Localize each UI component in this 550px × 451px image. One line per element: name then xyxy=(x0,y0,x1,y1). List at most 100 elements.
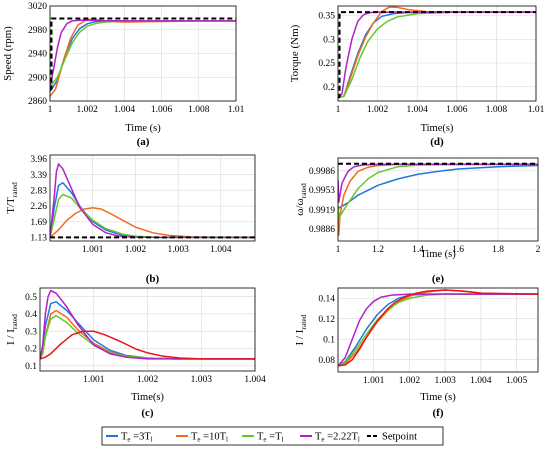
series-line-orange xyxy=(50,206,255,239)
x-tick-label: 1.006 xyxy=(446,105,468,115)
legend: Te =3Tl Te =10Tl Te =Tl Te =2.22Tl Setpoint xyxy=(101,426,444,446)
panel-e: 1 1.2 1.4 1.6 1.8 2 0.9886 0.9919 0.9953 0.9986 Ti… xyxy=(294,157,541,285)
legend-label-sub2: l xyxy=(151,436,153,444)
x-axis-label: Time(s) xyxy=(131,392,164,403)
legend-label-main: T xyxy=(121,432,128,443)
y-tick-label: 0.25 xyxy=(318,59,335,69)
legend-label-rest: =3T xyxy=(131,432,152,443)
tick-labels: 1.001 1.002 1.003 1.004 0.1 0.2 0.3 0.4 0.5 xyxy=(25,293,266,385)
x-tick-label: 1.002 xyxy=(367,105,389,115)
series-line-red xyxy=(338,289,538,367)
y-tick-label: 0.35 xyxy=(318,12,335,22)
panel-caption: (b) xyxy=(146,273,160,285)
plot-area xyxy=(50,155,255,241)
y-axis-label-main: I / I xyxy=(5,329,17,345)
x-tick-label: 2 xyxy=(536,245,541,255)
plot-area xyxy=(338,288,538,372)
x-tick-label: 1.6 xyxy=(452,245,464,255)
series-line-purple xyxy=(40,289,255,360)
x-tick-label: 1.004 xyxy=(407,105,429,115)
panel-b: 1.001 1.002 1.003 1.004 1.13 1.69 2.26 2.83 3.39… xyxy=(5,154,256,285)
series-line-purple xyxy=(50,19,236,87)
x-tick-label: 1.008 xyxy=(486,105,508,115)
x-axis-label: Time(s) xyxy=(421,123,454,134)
y-axis-label-sub: rated xyxy=(10,182,19,197)
x-tick-label: 1.006 xyxy=(151,105,173,115)
series-group xyxy=(40,289,255,360)
series-group xyxy=(338,289,538,367)
panel-a: 1 1.002 1.004 1.006 1.008 1.01 2860 2900 2940 298… xyxy=(2,2,245,148)
legend-label-rest: =2.22T xyxy=(325,432,359,443)
y-tick-label: 0.9986 xyxy=(309,167,335,177)
x-axis-label: Time (s) xyxy=(420,249,456,260)
series-group xyxy=(50,163,255,239)
y-axis-label-main: Torque (Nm) xyxy=(289,24,301,82)
panel-caption: (d) xyxy=(430,136,444,148)
legend-label: Te =10Tl xyxy=(191,432,228,444)
legend-label-rest: =10T xyxy=(201,432,227,443)
plot-area xyxy=(338,6,536,101)
x-tick-label: 1.004 xyxy=(210,245,232,255)
panels: 1 1.002 1.004 1.006 1.008 1.01 2860 2900 2940 298… xyxy=(2,2,545,419)
panel-f: 1.001 1.002 1.003 1.004 1.005 0.08 0.1 0.12 0.14… xyxy=(294,287,539,419)
y-axis-label-main: I / I xyxy=(294,329,306,345)
y-tick-label: 0.9886 xyxy=(309,225,335,235)
x-tick-label: 1.8 xyxy=(492,245,504,255)
y-tick-label: 2940 xyxy=(28,50,47,60)
series-group xyxy=(50,17,236,97)
legend-label-sub: e xyxy=(127,436,130,444)
legend-label-main: T xyxy=(191,432,198,443)
grid xyxy=(50,155,255,241)
y-axis-label: Torque (Nm) xyxy=(289,24,301,82)
y-axis-label-sub: rated xyxy=(10,314,19,329)
series-line-purple xyxy=(50,163,255,239)
y-tick-label: 0.2 xyxy=(323,83,335,93)
y-tick-label: 2.83 xyxy=(30,186,47,196)
x-tick-label: 1.4 xyxy=(412,245,424,255)
series-group xyxy=(338,6,536,99)
panel-caption: (c) xyxy=(141,407,154,419)
y-axis-label: I / Irated xyxy=(294,314,308,345)
panel-caption: (f) xyxy=(433,407,444,419)
x-tick-label: 1.01 xyxy=(528,105,545,115)
tick-labels: 1.001 1.002 1.003 1.004 1.005 0.08 0.1 0.12 0.14 xyxy=(318,294,527,386)
y-tick-label: 0.1 xyxy=(25,362,37,372)
panel-c: 1.001 1.002 1.003 1.004 0.1 0.2 0.3 0.4 0.5 Time(… xyxy=(5,287,266,419)
legend-label-sub: e xyxy=(321,436,324,444)
legend-label: Setpoint xyxy=(382,432,417,443)
y-tick-label: 2900 xyxy=(28,73,47,83)
y-tick-label: 0.14 xyxy=(318,294,335,304)
x-tick-label: 1.003 xyxy=(434,376,456,386)
y-axis-label-main: Speed (rpm) xyxy=(2,26,14,81)
series-line-red xyxy=(40,330,255,360)
series-line-setpoint xyxy=(50,17,236,91)
series-line-purple xyxy=(338,11,536,98)
y-axis-label-main: ω/ω xyxy=(294,198,306,216)
y-tick-label: 0.5 xyxy=(25,293,37,303)
x-tick-label: 1.002 xyxy=(399,376,421,386)
y-tick-label: 2980 xyxy=(28,26,47,36)
legend-label-sub2: l xyxy=(282,436,284,444)
series-line-setpoint xyxy=(338,11,536,99)
legend-label: Te =2.22Tl xyxy=(315,432,360,444)
x-tick-label: 1 xyxy=(48,105,53,115)
x-axis-label: Time (s) xyxy=(125,123,161,134)
x-tick-label: 1.004 xyxy=(244,375,266,385)
legend-box xyxy=(101,426,444,446)
legend-label-sub2: l xyxy=(358,436,360,444)
legend-label-main: T xyxy=(257,432,264,443)
x-tick-label: 1.008 xyxy=(188,105,210,115)
tick-labels: 1 1.002 1.004 1.006 1.008 1.01 0.2 0.25 0.3 0.35 xyxy=(318,12,544,115)
x-tick-label: 1.002 xyxy=(125,245,147,255)
y-tick-label: 2860 xyxy=(28,97,47,107)
y-tick-label: 0.3 xyxy=(25,327,37,337)
y-tick-label: 0.9953 xyxy=(309,186,335,196)
x-axis-label: Time (s) xyxy=(420,392,456,403)
legend-label: Te =3Tl xyxy=(121,432,153,444)
y-axis-label: ω/ωrated xyxy=(294,183,308,216)
y-tick-label: 3020 xyxy=(28,2,47,12)
legend-label-sub: e xyxy=(263,436,266,444)
legend-label-sub: e xyxy=(197,436,200,444)
y-tick-label: 0.1 xyxy=(323,335,335,345)
